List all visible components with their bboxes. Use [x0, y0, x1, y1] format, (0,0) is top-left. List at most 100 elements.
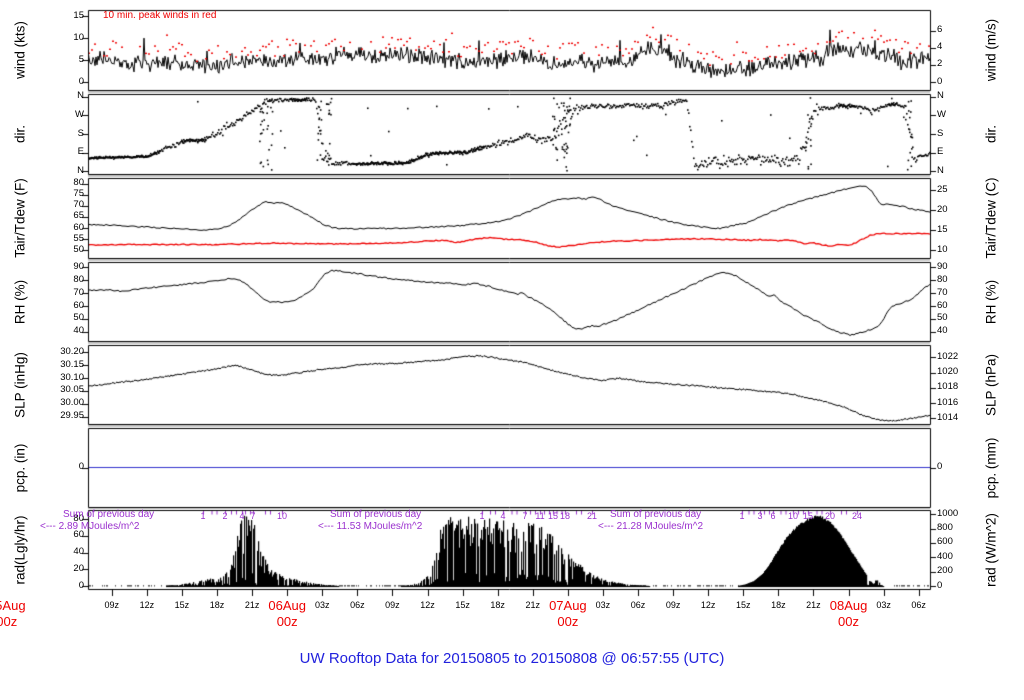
wind-peak-note: 10 min. peak winds in red [103, 10, 217, 21]
ytick-left-slp: 30.05 [60, 384, 84, 396]
ytick-left-temp: 80 [73, 177, 84, 189]
rad-sum-title: Sum of previous day [330, 509, 422, 520]
ytick-right-rh: 40 [937, 325, 948, 337]
ylabel-right-rad: rad (W/m^2) [983, 512, 999, 587]
date-label: 07Aug [549, 598, 587, 613]
rad-counter: 15 [547, 511, 558, 521]
ylabel-right-slp: SLP (hPa) [983, 353, 999, 416]
rad-counter: 11 [535, 511, 545, 521]
ytick-left-rh: 50 [73, 312, 84, 324]
rad-counter: 10 [276, 511, 287, 521]
rad-counter: 2 [222, 511, 228, 521]
ytick-right-dir: N [937, 164, 944, 176]
rad-sum-value: <--- 2.89 MJoules/m^2 [40, 521, 140, 532]
ytick-right-temp: 10 [937, 243, 948, 255]
ytick-right-wind: 2 [937, 58, 943, 70]
rad-counter: 21 [586, 511, 597, 521]
time-tick-label: 15z [736, 600, 751, 610]
date-hour-label: 00z [838, 614, 860, 629]
time-tick-label: 15z [174, 600, 190, 610]
rad-counter: 7 [522, 511, 528, 521]
ytick-right-slp: 1016 [937, 396, 959, 408]
rad-counter: 6 [770, 511, 776, 521]
ytick-right-slp: 1020 [937, 366, 959, 378]
chart-title: UW Rooftop Data for 20150805 to 20150808… [299, 650, 725, 667]
ytick-right-dir: N [937, 90, 944, 102]
time-tick-label: 21z [525, 600, 541, 610]
ytick-left-rh: 70 [73, 286, 84, 298]
ytick-left-dir: N [77, 164, 84, 176]
ytick-left-rh: 80 [73, 273, 84, 285]
ylabel-right-rh: RH (%) [983, 279, 999, 324]
ytick-left-dir: S [77, 127, 84, 139]
rad-sum-value: <--- 21.28 MJoules/m^2 [598, 521, 704, 532]
ylabel-right-pcp: pcp. (mm) [983, 437, 999, 498]
ytick-left-wind: 0 [78, 75, 84, 87]
rad-counter: 1 [739, 511, 745, 521]
ylabel-right-temp: Tair/Tdew (C) [983, 177, 999, 259]
rad-counter: 7 [250, 511, 256, 521]
ytick-left-slp: 30.20 [60, 345, 84, 357]
time-tick-label: 12z [700, 600, 716, 610]
time-tick-label: 12z [420, 600, 435, 610]
ytick-right-rh: 50 [937, 312, 948, 324]
ytick-right-wind: 4 [937, 41, 943, 53]
ytick-right-rad: 0 [937, 579, 943, 591]
ytick-left-temp: 55 [73, 232, 84, 244]
ytick-left-slp: 30.15 [60, 358, 84, 370]
ytick-right-rh: 90 [937, 260, 948, 272]
ytick-left-wind: 10 [73, 31, 84, 43]
ytick-right-rad: 600 [937, 536, 953, 548]
ytick-left-slp: 29.95 [60, 410, 84, 422]
date-hour-label: 00z [276, 614, 298, 629]
ytick-right-dir: W [937, 108, 946, 120]
ytick-left-slp: 30.00 [60, 397, 84, 409]
time-tick-label: 06z [350, 600, 365, 610]
rad-counter: 10 [787, 511, 798, 521]
ytick-left-temp: 70 [73, 199, 84, 211]
ylabel-right-wind: wind (m/s) [983, 18, 999, 82]
ylabel-left-dir: dir. [12, 124, 28, 144]
time-tick-label: 21z [806, 600, 821, 610]
ytick-left-pcp: 0 [78, 461, 84, 472]
time-tick-label: 09z [104, 600, 120, 610]
time-tick-label: 12z [139, 600, 155, 610]
rad-counter: 3 [757, 511, 763, 521]
ylabel-left-pcp: pcp. (in) [12, 443, 28, 492]
date-label: 06Aug [268, 598, 306, 613]
ytick-right-dir: S [937, 127, 944, 139]
ytick-left-rad: 0 [78, 579, 84, 591]
time-tick-label: 15z [455, 600, 470, 610]
date-label: 08Aug [829, 598, 868, 613]
ylabel-left-wind: wind (kts) [12, 21, 28, 79]
ylabel-left-rad: rad(Lgly/hr) [12, 514, 28, 585]
ytick-left-wind: 5 [78, 53, 84, 65]
ytick-left-temp: 65 [73, 210, 84, 222]
time-tick-label: 03z [315, 600, 330, 610]
ytick-left-wind: 15 [73, 9, 84, 21]
rad-counter: 18 [559, 511, 570, 521]
ylabel-left-rh: RH (%) [12, 279, 28, 324]
ytick-left-rad: 60 [73, 529, 84, 541]
ytick-right-rad: 800 [937, 522, 953, 534]
ytick-right-rad: 1000 [937, 507, 959, 519]
time-tick-label: 18z [209, 600, 225, 610]
rad-counter: 15 [802, 511, 813, 521]
time-tick-label: 21z [244, 600, 260, 610]
time-tick-label: 03z [876, 600, 891, 610]
ytick-right-slp: 1014 [937, 411, 959, 423]
time-tick-label: 06z [911, 600, 926, 610]
ytick-left-rh: 90 [73, 260, 84, 272]
rad-sum-title: Sum of previous day [63, 509, 155, 520]
ylabel-left-temp: Tair/Tdew (F) [12, 178, 28, 258]
ytick-left-dir: E [77, 146, 84, 158]
rad-counter: 20 [824, 511, 835, 521]
time-tick-label: 18z [490, 600, 505, 610]
ytick-right-rad: 400 [937, 550, 953, 562]
time-tick-label: 18z [771, 600, 786, 610]
rad-counter: 4 [239, 511, 245, 521]
date-hour-label: 00z [0, 614, 18, 629]
ytick-left-rad: 20 [73, 562, 84, 574]
